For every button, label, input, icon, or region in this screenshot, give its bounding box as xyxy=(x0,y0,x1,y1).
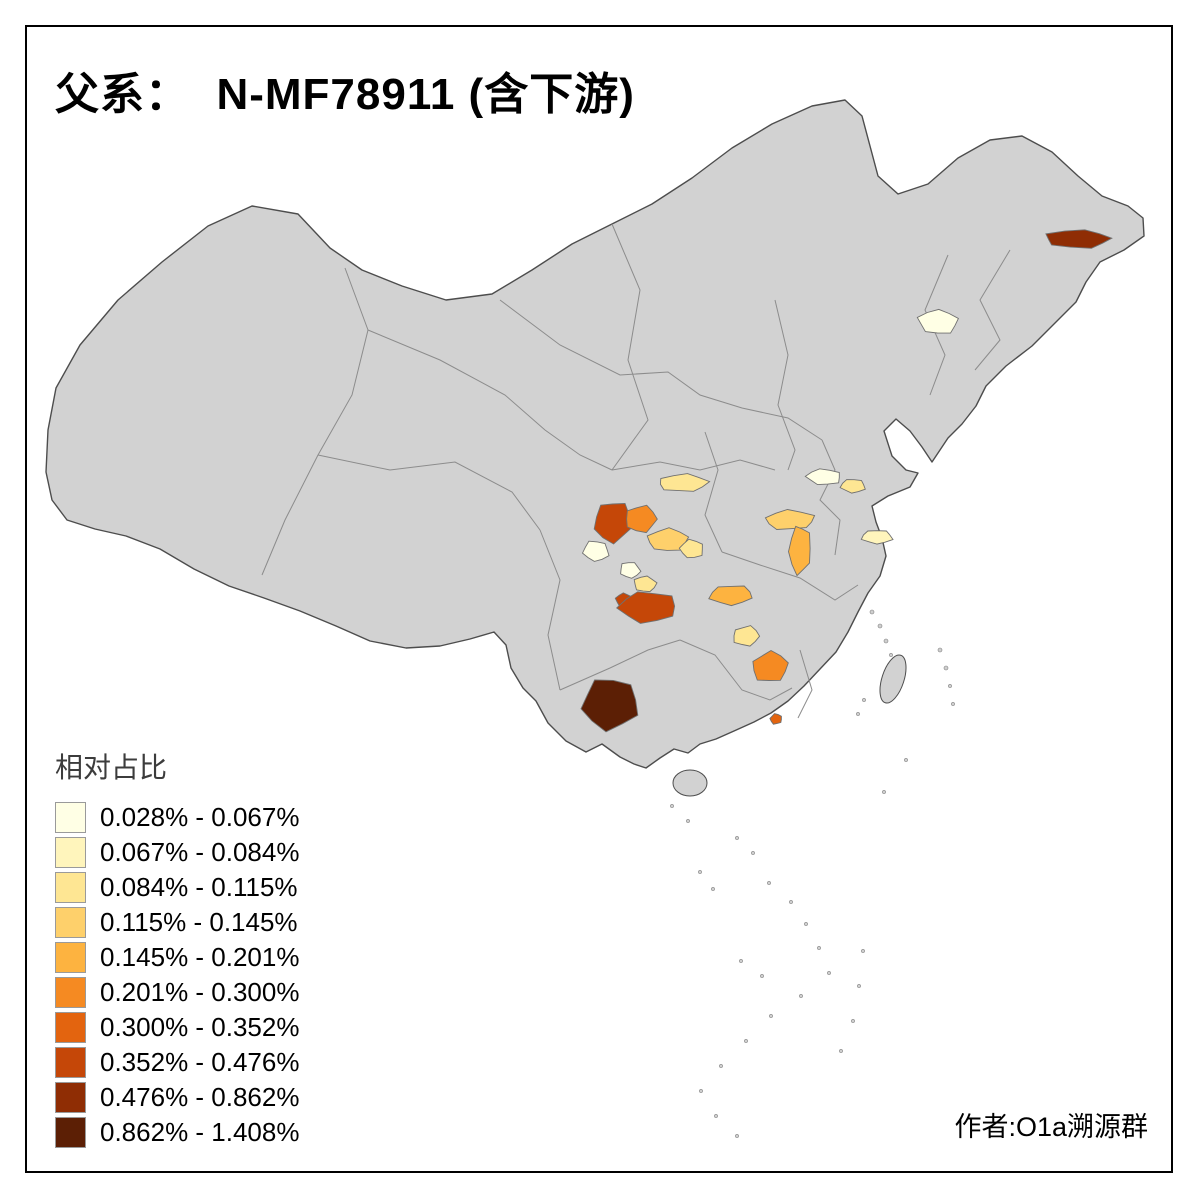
legend-swatch xyxy=(55,977,86,1008)
legend-label: 0.084% - 0.115% xyxy=(100,872,298,902)
map-region-heilongjiang-east xyxy=(1045,229,1113,249)
map-region-jiangsu-central xyxy=(860,530,894,545)
map-region-sichuan-central xyxy=(633,575,658,593)
map-region-guangdong-small xyxy=(769,713,782,725)
legend-item: 0.476% - 0.862% xyxy=(55,1082,299,1113)
legend-label: 0.476% - 0.862% xyxy=(100,1082,300,1112)
map-region-shandong-west xyxy=(804,468,840,486)
legend-label: 0.201% - 0.300% xyxy=(100,977,300,1007)
map-region-sichuan-south xyxy=(615,591,676,624)
map-region-chongqing-east xyxy=(708,585,753,607)
legend-item: 0.067% - 0.084% xyxy=(55,837,299,868)
map-region-hunan-central xyxy=(733,625,761,647)
legend-swatch xyxy=(55,942,86,973)
page-title: 父系： N-MF78911 (含下游) xyxy=(55,70,635,119)
legend-label: 0.115% - 0.145% xyxy=(100,907,298,937)
map-region-sichuan-west xyxy=(581,540,610,562)
map-region-chengdu-plain xyxy=(620,562,642,579)
legend-item: 0.300% - 0.352% xyxy=(55,1012,299,1043)
legend-swatch xyxy=(55,872,86,903)
legend: 相对占比 0.028% - 0.067% 0.067% - 0.084% 0.084… xyxy=(55,746,299,1152)
legend-label: 0.067% - 0.084% xyxy=(100,837,300,867)
hainan-island xyxy=(672,769,708,797)
legend-label: 0.352% - 0.476% xyxy=(100,1047,300,1077)
province-borders xyxy=(261,223,1011,719)
legend-swatch xyxy=(55,1082,86,1113)
map-region-hubei-west xyxy=(788,525,811,577)
legend-swatch xyxy=(55,1117,86,1148)
legend-item: 0.352% - 0.476% xyxy=(55,1047,299,1078)
map-region-sichuan-east xyxy=(678,538,703,559)
islands xyxy=(672,654,907,797)
map-region-sichuan-north xyxy=(626,504,658,534)
legend-label: 0.300% - 0.352% xyxy=(100,1012,300,1042)
legend-item: 0.084% - 0.115% xyxy=(55,872,299,903)
attribution: 作者:O1a溯源群 xyxy=(954,1112,1148,1142)
legend-item: 0.115% - 0.145% xyxy=(55,907,299,938)
legend-label: 0.862% - 1.408% xyxy=(100,1117,300,1147)
legend-item: 0.201% - 0.300% xyxy=(55,977,299,1008)
legend-title: 相对占比 xyxy=(55,752,168,783)
legend-swatch xyxy=(55,802,86,833)
legend-swatch xyxy=(55,837,86,868)
map-region-yunnan-south xyxy=(580,679,639,733)
legend-swatch xyxy=(55,1012,86,1043)
choropleth-regions xyxy=(580,229,1113,733)
map-region-shaanxi-south xyxy=(659,473,711,492)
legend-item: 0.145% - 0.201% xyxy=(55,942,299,973)
mainland-outline xyxy=(45,99,1145,769)
map-region-henan-south xyxy=(764,509,816,530)
legend-item: 0.028% - 0.067% xyxy=(55,802,299,833)
map-region-hunan-south xyxy=(752,649,789,681)
legend-item: 0.862% - 1.408% xyxy=(55,1117,299,1148)
map-region-shandong-south xyxy=(839,479,866,494)
legend-swatch xyxy=(55,1047,86,1078)
legend-label: 0.145% - 0.201% xyxy=(100,942,300,972)
taiwan-island xyxy=(879,654,907,704)
legend-rows: 0.028% - 0.067% 0.067% - 0.084% 0.084% - 0… xyxy=(55,802,299,1148)
legend-swatch xyxy=(55,907,86,938)
small-islands xyxy=(670,609,955,1138)
map-region-jilin-central xyxy=(916,308,959,334)
legend-label: 0.028% - 0.067% xyxy=(100,802,300,832)
